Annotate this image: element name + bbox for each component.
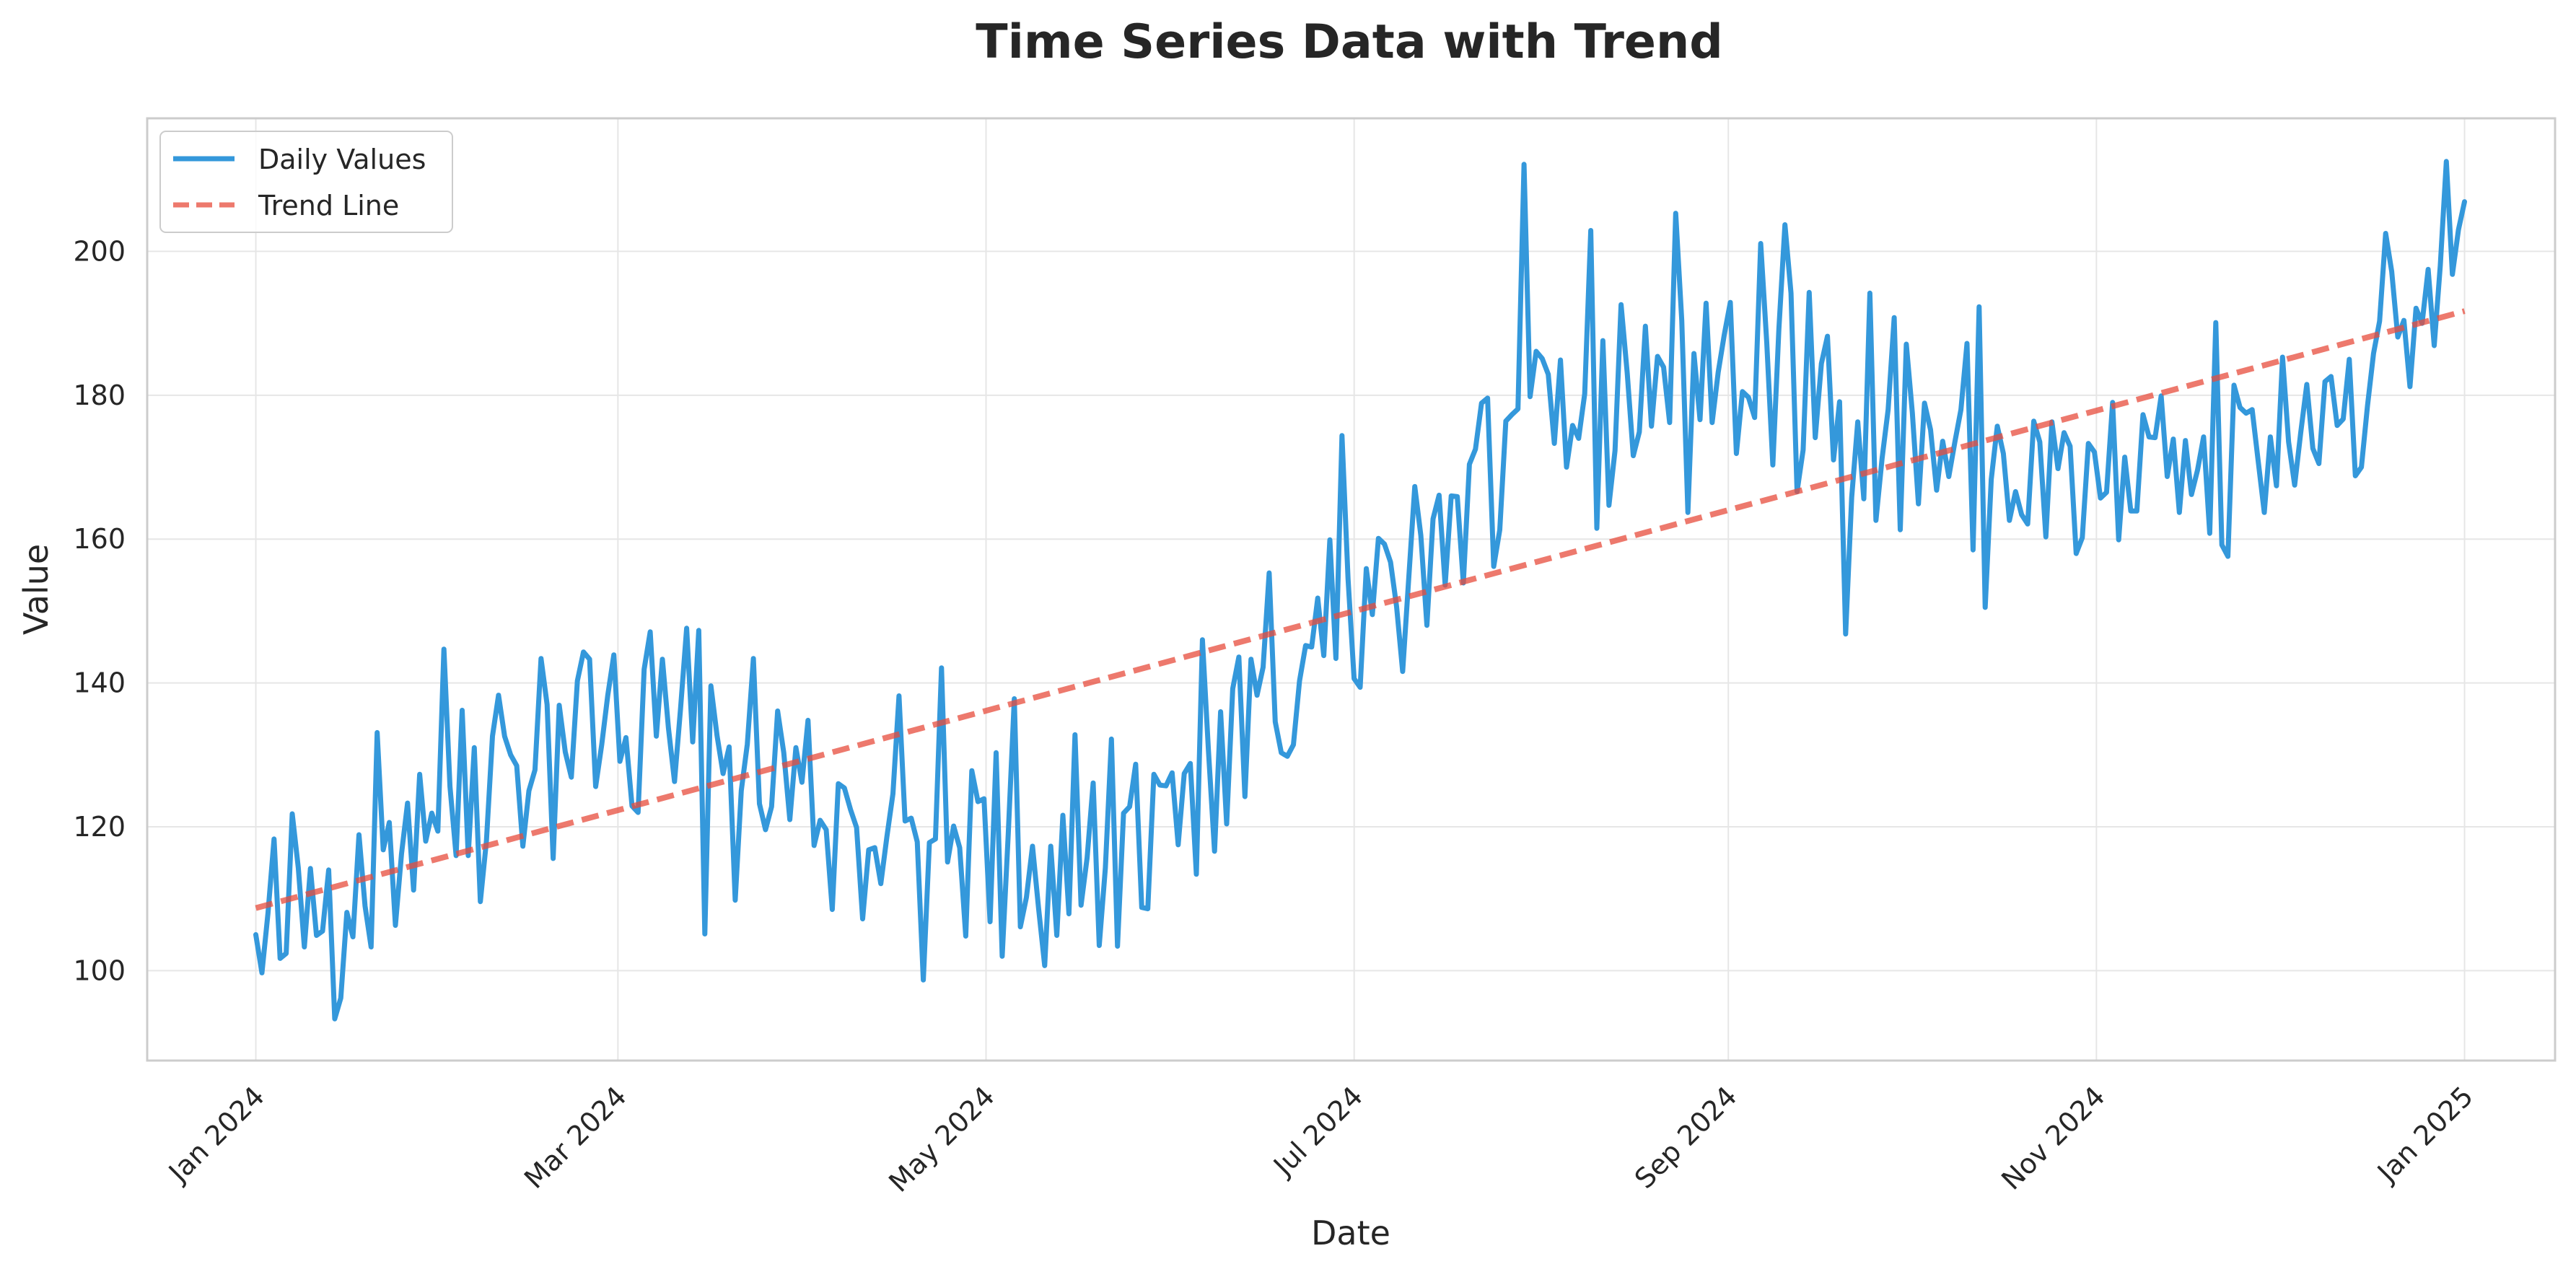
plot-frame [146, 117, 2557, 1062]
series-line-trend-line [255, 308, 2466, 911]
series-layer [253, 159, 2467, 1022]
y-tick-label: 160 [73, 523, 126, 555]
y-axis-ticks: 100 120 140 160 180 200 [73, 235, 126, 986]
chart-title: Time Series Data with Trend [976, 15, 1723, 69]
x-axis-label: Date [1311, 1214, 1390, 1252]
y-tick-label: 100 [73, 955, 126, 986]
grid [147, 118, 2555, 1061]
legend: Daily Values Trend Line [159, 131, 453, 233]
y-tick-label: 180 [73, 379, 126, 411]
series-line-daily-values [253, 159, 2467, 1022]
y-tick-label: 120 [73, 811, 126, 843]
y-tick-label: 140 [73, 667, 126, 699]
legend-label-trend-line: Trend Line [258, 190, 399, 221]
y-tick-label: 200 [73, 235, 126, 267]
y-axis-label: Value [17, 544, 56, 635]
legend-label-daily-values: Daily Values [258, 144, 426, 175]
